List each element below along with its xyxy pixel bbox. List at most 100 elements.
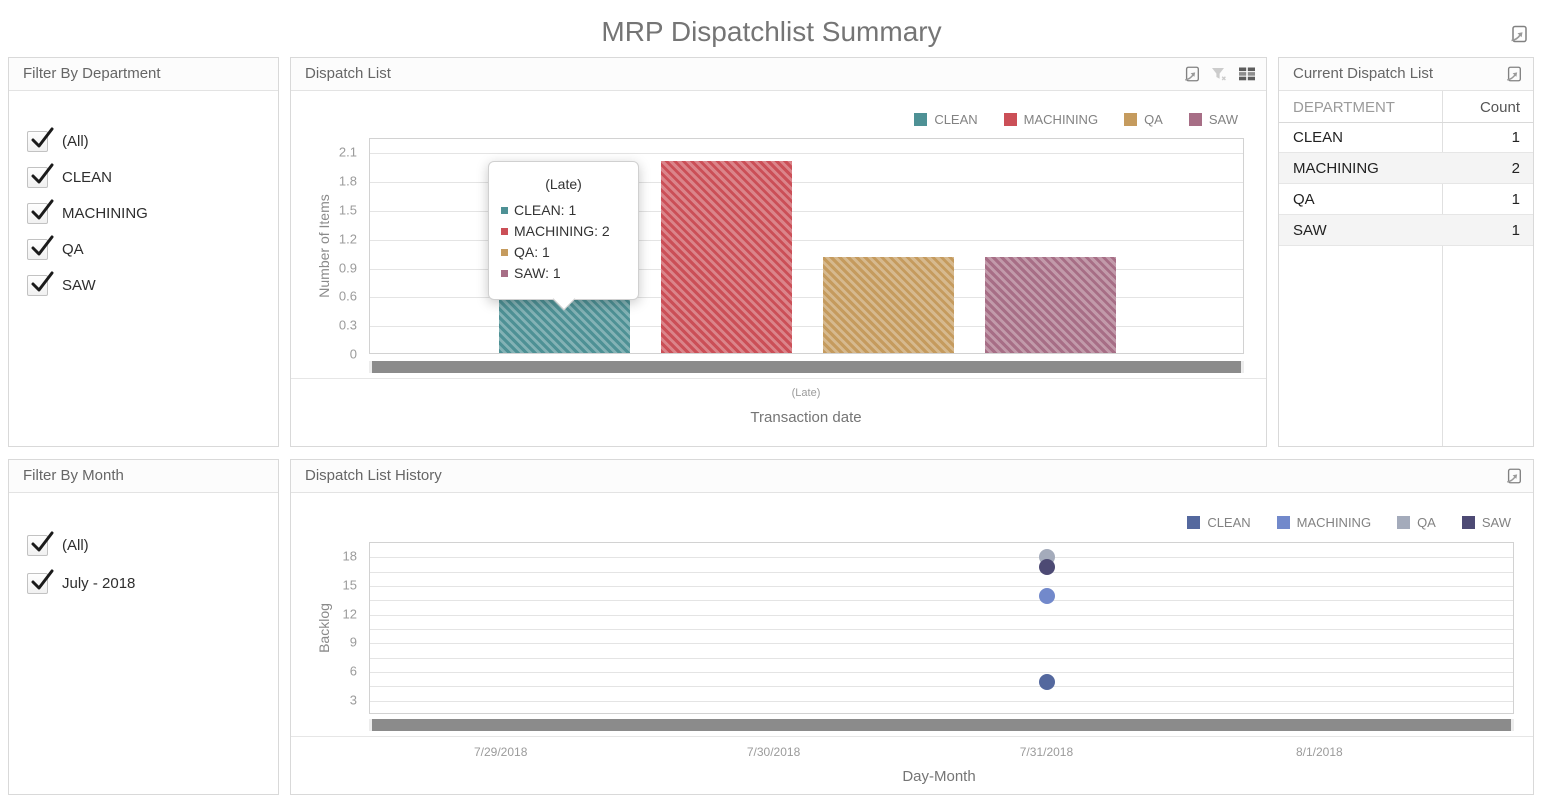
legend-item-saw[interactable]: SAW xyxy=(1461,515,1511,530)
checkbox-label: QA xyxy=(62,240,84,258)
checkbox-row-all[interactable]: (All) xyxy=(27,127,89,155)
tooltip-text: MACHINING: 2 xyxy=(514,223,610,239)
table-row-saw[interactable]: SAW 1 xyxy=(1279,215,1533,246)
checkbox[interactable] xyxy=(27,569,54,594)
gridline xyxy=(370,700,1513,702)
checkbox[interactable] xyxy=(27,163,54,188)
y-axis-ticks: 0 0.3 0.6 0.9 1.2 1.5 1.8 2.1 xyxy=(291,138,357,362)
checkbox-row-all[interactable]: (All) xyxy=(27,531,89,559)
divider xyxy=(291,378,1266,379)
legend-label: SAW xyxy=(1208,112,1238,127)
legend-label: SAW xyxy=(1481,515,1511,530)
checkbox[interactable] xyxy=(27,235,54,260)
tooltip-item-saw: SAW: 1 xyxy=(501,263,626,284)
checkbox-row-saw[interactable]: SAW xyxy=(27,271,96,299)
table-row-clean[interactable]: CLEAN 1 xyxy=(1279,122,1533,153)
bar-saw[interactable] xyxy=(985,257,1116,353)
legend-label: MACHINING xyxy=(1023,112,1099,127)
y-tick-label: 15 xyxy=(342,577,357,593)
legend-item-clean[interactable]: CLEAN xyxy=(914,112,978,127)
department-checkbox-list: (All) CLEAN MACHINING QA SAW xyxy=(9,91,278,446)
tooltip-bullet xyxy=(501,270,508,277)
tooltip-item-clean: CLEAN: 1 xyxy=(501,200,626,221)
x-tick-label: 7/30/2018 xyxy=(746,745,801,759)
gridline xyxy=(370,614,1513,616)
tooltip-item-qa: QA: 1 xyxy=(501,242,626,263)
table-row-machining[interactable]: MACHINING 2 xyxy=(1279,153,1533,184)
checkbox[interactable] xyxy=(27,127,54,152)
panel-title: Filter By Month xyxy=(9,460,278,493)
x-tick-label: 7/31/2018 xyxy=(1019,745,1074,759)
scrollbar-thumb[interactable] xyxy=(372,719,1511,731)
export-icon[interactable] xyxy=(1509,24,1529,44)
checkbox[interactable] xyxy=(27,531,54,556)
filter-x-icon[interactable] xyxy=(1210,65,1229,83)
checkbox-label: July - 2018 xyxy=(62,574,136,592)
y-tick-label: 0.9 xyxy=(338,260,357,276)
chart-scrollbar[interactable] xyxy=(369,719,1514,731)
checkbox-label: (All) xyxy=(62,132,89,150)
filter-by-month-panel: Filter By Month (All) July - 2018 xyxy=(8,459,279,795)
panel-title: Current Dispatch List xyxy=(1293,65,1434,82)
checkbox-row-july-2018[interactable]: July - 2018 xyxy=(27,569,135,597)
checkbox-label: MACHINING xyxy=(62,204,148,222)
legend-item-qa[interactable]: QA xyxy=(1124,112,1163,127)
tooltip-bullet xyxy=(501,249,508,256)
gridline xyxy=(370,600,1513,602)
x-tick-label: 7/29/2018 xyxy=(473,745,528,759)
legend-swatch xyxy=(1187,516,1201,529)
x-axis-title: Transaction date xyxy=(750,409,862,426)
data-point-machining[interactable] xyxy=(1039,587,1056,604)
gridline xyxy=(370,239,1243,241)
data-point-clean[interactable] xyxy=(1039,673,1056,690)
export-icon[interactable] xyxy=(1505,467,1523,485)
gridline xyxy=(370,182,1243,184)
history-chart: CLEAN MACHINING QA SAW Backlog 3 6 9 12 15 18 7/… xyxy=(291,493,1533,794)
dispatch-list-chart: CLEAN MACHINING QA SAW Number of Items 0 0.3… xyxy=(291,91,1266,446)
checkbox-row-machining[interactable]: MACHINING xyxy=(27,199,148,227)
y-axis-ticks: 3 6 9 12 15 18 xyxy=(291,542,357,714)
export-icon[interactable] xyxy=(1183,65,1201,83)
y-tick-label: 6 xyxy=(349,663,357,679)
checkbox-label: (All) xyxy=(62,536,89,554)
y-tick-label: 0 xyxy=(349,346,357,362)
gridline xyxy=(370,643,1513,645)
grid-icon[interactable] xyxy=(1238,66,1256,82)
chart-scrollbar[interactable] xyxy=(369,361,1244,373)
legend-item-qa[interactable]: QA xyxy=(1397,515,1436,530)
gridline xyxy=(370,326,1243,328)
tooltip-text: QA: 1 xyxy=(514,244,550,260)
bar-qa[interactable] xyxy=(823,257,954,353)
scrollbar-thumb[interactable] xyxy=(372,361,1241,373)
checkbox-label: SAW xyxy=(62,276,96,294)
checkbox[interactable] xyxy=(27,199,54,224)
panel-title: Filter By Department xyxy=(9,58,278,91)
legend-item-machining[interactable]: MACHINING xyxy=(1276,515,1371,530)
gridline xyxy=(370,672,1513,673)
column-header-count[interactable]: Count xyxy=(1479,98,1520,116)
tooltip-item-machining: MACHINING: 2 xyxy=(501,221,626,242)
table-row-qa[interactable]: QA 1 xyxy=(1279,184,1533,215)
y-tick-label: 0.3 xyxy=(338,317,357,333)
tooltip-title: (Late) xyxy=(545,176,582,192)
column-header-department[interactable]: DEPARTMENT xyxy=(1293,98,1395,116)
checkbox[interactable] xyxy=(27,271,54,296)
checkbox-row-qa[interactable]: QA xyxy=(27,235,84,263)
y-tick-label: 12 xyxy=(342,606,357,622)
export-icon[interactable] xyxy=(1505,65,1523,83)
bar-machining[interactable] xyxy=(661,161,792,353)
legend-item-saw[interactable]: SAW xyxy=(1188,112,1238,127)
legend-label: QA xyxy=(1144,112,1163,127)
gridline xyxy=(370,571,1513,573)
legend-item-machining[interactable]: MACHINING xyxy=(1003,112,1099,127)
panel-title: Dispatch List History xyxy=(305,467,442,484)
divider xyxy=(291,736,1533,737)
legend-item-clean[interactable]: CLEAN xyxy=(1187,515,1251,530)
data-point-saw[interactable] xyxy=(1039,558,1056,575)
cell-count: 1 xyxy=(1511,221,1520,239)
gridline xyxy=(370,153,1243,155)
checkbox-label: CLEAN xyxy=(62,168,113,186)
checkbox-row-clean[interactable]: CLEAN xyxy=(27,163,112,191)
gridline xyxy=(370,297,1243,299)
gridline xyxy=(370,586,1513,587)
